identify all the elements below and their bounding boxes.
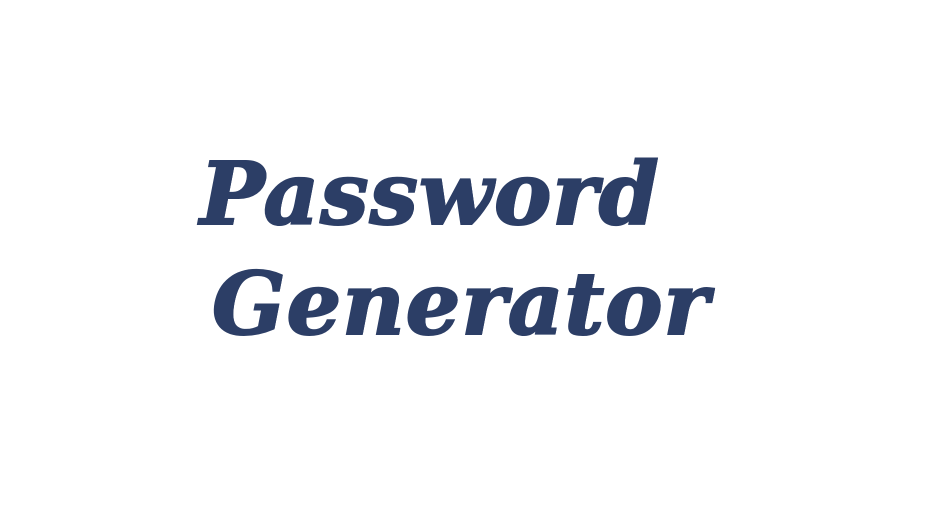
title-line-generator: Generator (211, 254, 710, 355)
title-line-password: Password (199, 144, 660, 245)
